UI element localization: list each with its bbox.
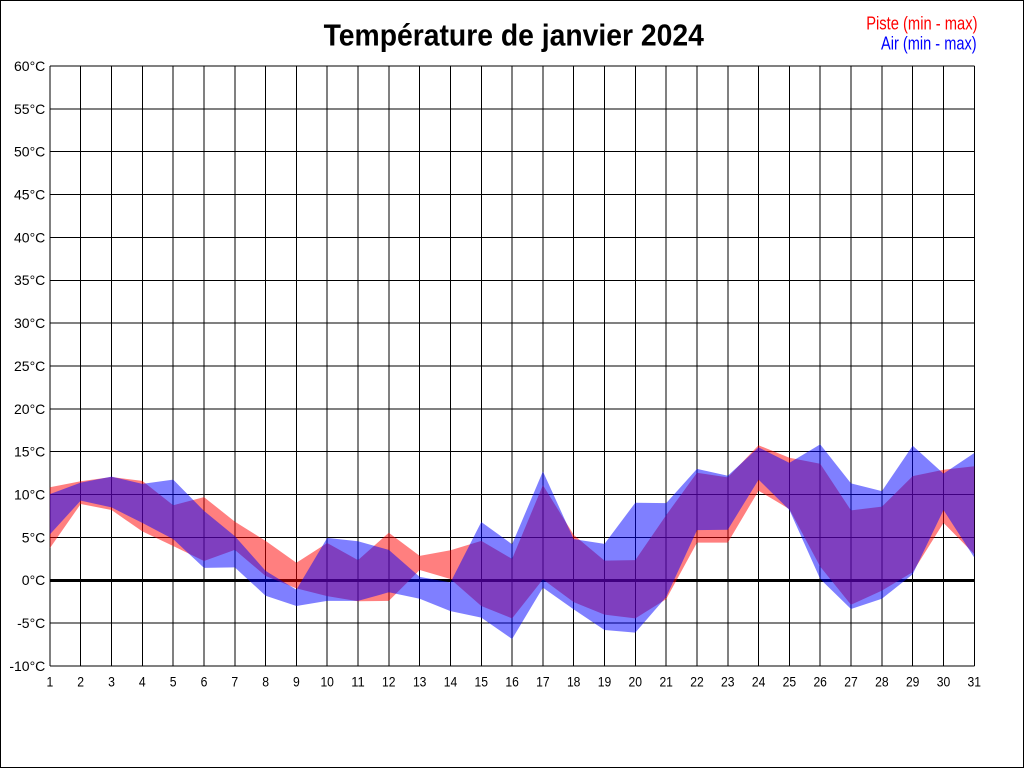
svg-text:0°C: 0°C — [22, 572, 46, 588]
svg-text:27: 27 — [844, 674, 858, 690]
svg-text:Air (min - max): Air (min - max) — [881, 33, 977, 53]
svg-text:6: 6 — [201, 674, 208, 690]
svg-text:10: 10 — [320, 674, 334, 690]
svg-text:1: 1 — [47, 674, 54, 690]
svg-text:-10°C: -10°C — [9, 658, 45, 674]
svg-text:35°C: 35°C — [14, 272, 45, 288]
svg-text:40°C: 40°C — [14, 229, 45, 245]
svg-text:31: 31 — [968, 674, 982, 690]
svg-text:5: 5 — [170, 674, 177, 690]
svg-text:Température de janvier 2024: Température de janvier 2024 — [324, 19, 704, 53]
svg-text:60°C: 60°C — [14, 58, 45, 74]
svg-text:12: 12 — [382, 674, 396, 690]
svg-text:16: 16 — [505, 674, 519, 690]
svg-text:14: 14 — [444, 674, 458, 690]
svg-text:9: 9 — [293, 674, 300, 690]
svg-text:15°C: 15°C — [14, 444, 45, 460]
svg-text:30°C: 30°C — [14, 315, 45, 331]
svg-text:13: 13 — [413, 674, 427, 690]
svg-text:20: 20 — [629, 674, 643, 690]
svg-text:3: 3 — [108, 674, 115, 690]
svg-text:-5°C: -5°C — [17, 615, 45, 631]
svg-text:45°C: 45°C — [14, 187, 45, 203]
svg-text:11: 11 — [351, 674, 365, 690]
svg-text:20°C: 20°C — [14, 401, 45, 417]
svg-text:22: 22 — [690, 674, 704, 690]
svg-text:15: 15 — [475, 674, 489, 690]
svg-text:28: 28 — [875, 674, 889, 690]
svg-text:Piste (min - max): Piste (min - max) — [866, 14, 977, 34]
svg-text:23: 23 — [721, 674, 735, 690]
svg-text:17: 17 — [536, 674, 550, 690]
svg-text:4: 4 — [139, 674, 146, 690]
svg-text:18: 18 — [567, 674, 581, 690]
svg-text:30: 30 — [937, 674, 951, 690]
svg-text:25°C: 25°C — [14, 358, 45, 374]
svg-text:19: 19 — [598, 674, 612, 690]
svg-text:26: 26 — [813, 674, 827, 690]
svg-text:21: 21 — [659, 674, 673, 690]
svg-text:55°C: 55°C — [14, 101, 45, 117]
svg-text:7: 7 — [231, 674, 238, 690]
svg-text:2: 2 — [77, 674, 84, 690]
svg-text:10°C: 10°C — [14, 487, 45, 503]
svg-text:25: 25 — [783, 674, 797, 690]
svg-text:29: 29 — [906, 674, 920, 690]
svg-text:24: 24 — [752, 674, 766, 690]
svg-text:50°C: 50°C — [14, 144, 45, 160]
svg-text:5°C: 5°C — [22, 529, 46, 545]
svg-text:8: 8 — [262, 674, 269, 690]
